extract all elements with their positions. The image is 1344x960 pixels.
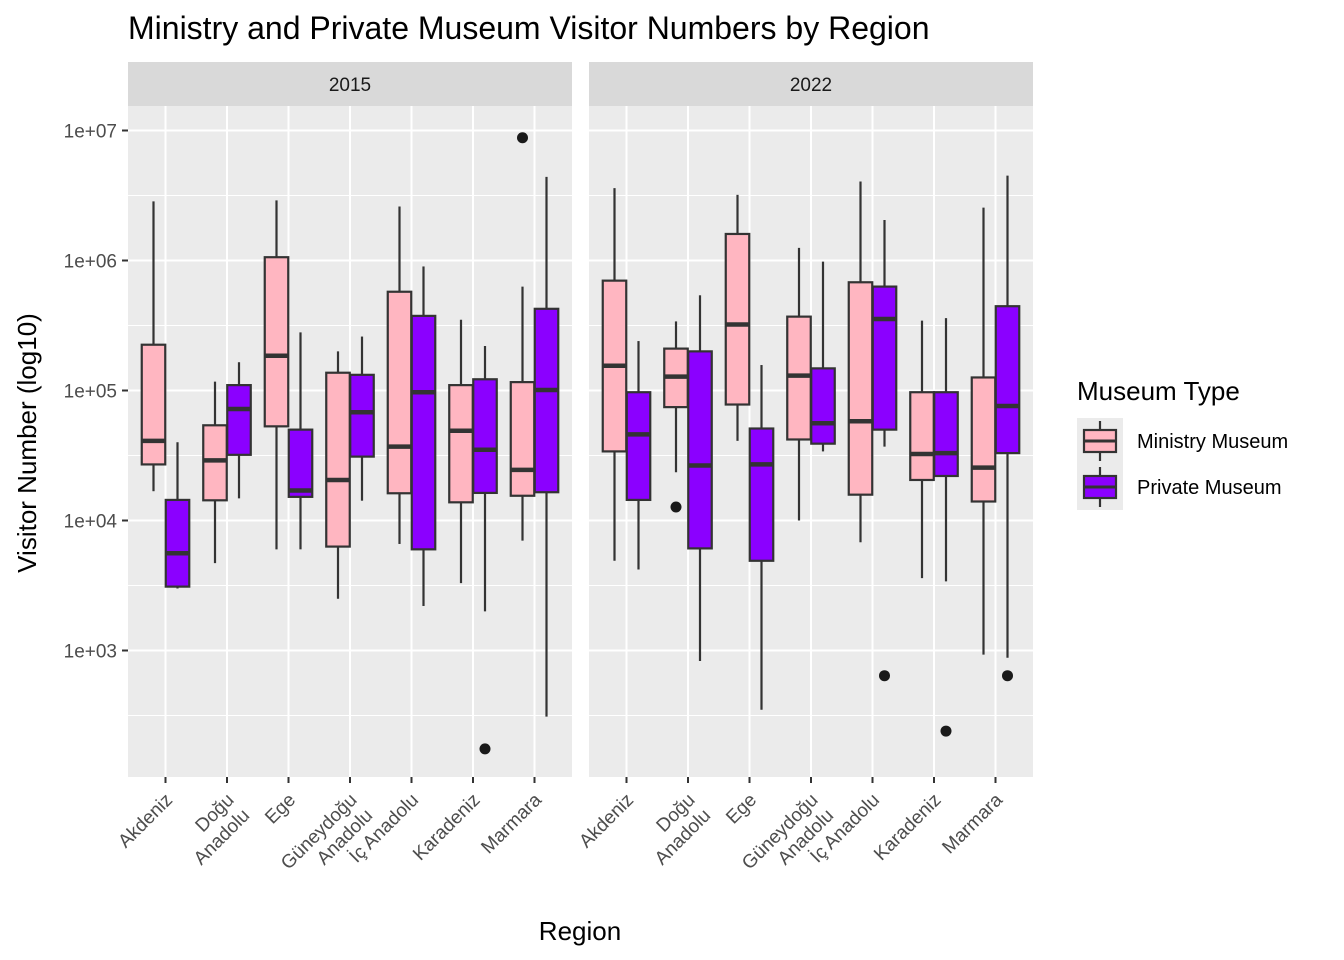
- box: [933, 391, 959, 478]
- panels: 2015 2022: [128, 62, 1033, 777]
- x-axis-title: Region: [539, 916, 621, 946]
- y-tick-label: 1e+03: [64, 642, 117, 663]
- y-tick-label: 1e+04: [64, 512, 118, 533]
- box: [164, 498, 191, 588]
- boxplot: [202, 381, 228, 564]
- box: [810, 367, 836, 445]
- box: [970, 376, 997, 503]
- boxplot: [687, 295, 713, 662]
- box: [410, 314, 437, 551]
- legend-key: [1077, 418, 1123, 464]
- series-ministry: [140, 132, 536, 599]
- legend-title: Museum Type: [1077, 376, 1240, 406]
- boxplot: [994, 175, 1021, 682]
- boxplot: [933, 318, 959, 737]
- facet-strip: [128, 62, 572, 106]
- boxplot: [625, 341, 652, 570]
- boxplot: [871, 219, 898, 682]
- boxplot: [970, 207, 997, 655]
- legend-label: Private Museum: [1137, 477, 1282, 499]
- y-tick-label: 1e+05: [64, 382, 117, 403]
- boxplot: [349, 336, 375, 501]
- outlier-point: [940, 725, 952, 737]
- series-ministry: [601, 181, 997, 655]
- box: [509, 381, 536, 497]
- boxplot: [325, 351, 351, 599]
- box: [226, 384, 252, 456]
- box: [748, 427, 775, 562]
- box: [909, 391, 935, 482]
- outlier-point: [1002, 670, 1013, 682]
- boxplot: [810, 261, 836, 452]
- boxplot: [472, 345, 498, 755]
- outlier-point: [479, 743, 491, 755]
- box: [386, 290, 413, 495]
- boxplot: [533, 176, 560, 717]
- panel-2022: 2022: [589, 62, 1033, 777]
- legend-key: [1077, 464, 1123, 510]
- box: [349, 373, 375, 458]
- outlier-point: [517, 132, 528, 144]
- box: [533, 307, 560, 494]
- y-axis-title: Visitor Number (log10): [12, 313, 42, 573]
- box: [786, 315, 812, 441]
- boxplot: [410, 266, 437, 606]
- facet-strip: [589, 62, 1033, 106]
- box: [448, 384, 474, 504]
- legend-label: Ministry Museum: [1137, 431, 1288, 453]
- boxplot: [748, 365, 775, 710]
- series-private: [625, 175, 1021, 737]
- box: [724, 232, 751, 406]
- y-axis: 1e+03 1e+04 1e+05 1e+06 1e+07: [64, 122, 128, 663]
- box: [687, 350, 713, 550]
- box: [994, 305, 1021, 455]
- boxplot: [509, 132, 536, 541]
- y-tick-label: 1e+07: [64, 122, 117, 143]
- legend: Museum Type Ministry Museum Private Museu…: [1077, 376, 1288, 510]
- chart-title: Ministry and Private Museum Visitor Numb…: [128, 10, 929, 46]
- boxplot: [663, 321, 689, 513]
- boxplot: [386, 206, 413, 544]
- box: [325, 371, 351, 548]
- panel-2015: 2015: [128, 62, 572, 777]
- boxplot: [724, 194, 751, 441]
- outlier-point: [670, 501, 682, 513]
- boxplot: [287, 332, 314, 550]
- boxplot: [601, 188, 628, 561]
- box: [871, 285, 898, 431]
- boxplot: [263, 200, 290, 550]
- y-tick-label: 1e+06: [64, 252, 117, 273]
- box: [625, 391, 652, 502]
- boxplot: [847, 181, 874, 543]
- facet-strip-label: 2022: [790, 75, 832, 96]
- box: [847, 281, 874, 496]
- box: [287, 428, 314, 498]
- box: [202, 424, 228, 502]
- outlier-point: [879, 670, 890, 682]
- box: [472, 378, 498, 495]
- facet-strip-label: 2015: [329, 75, 371, 96]
- boxplot: [226, 362, 252, 499]
- boxplot: [786, 247, 812, 521]
- box: [263, 256, 290, 428]
- boxplot: [140, 201, 167, 492]
- box: [140, 343, 167, 466]
- boxplot: [164, 442, 191, 589]
- series-private: [164, 176, 560, 755]
